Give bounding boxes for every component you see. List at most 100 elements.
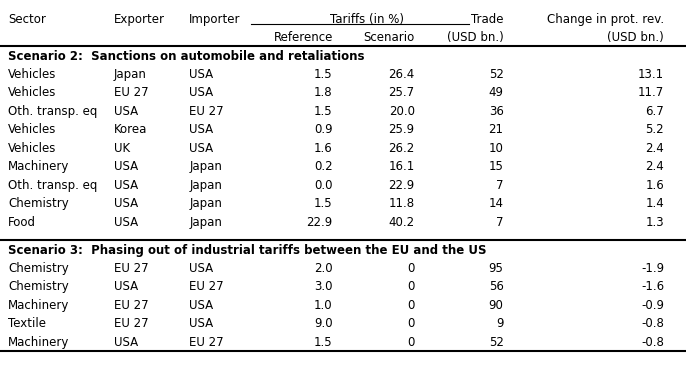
Text: USA: USA	[189, 317, 213, 330]
Text: Vehicles: Vehicles	[8, 86, 57, 99]
Text: EU 27: EU 27	[114, 299, 149, 312]
Text: 14: 14	[488, 197, 504, 210]
Text: 0: 0	[407, 299, 415, 312]
Text: 1.6: 1.6	[646, 179, 664, 192]
Text: 1.5: 1.5	[314, 336, 333, 349]
Text: 9: 9	[496, 317, 504, 330]
Text: 3.0: 3.0	[314, 281, 333, 293]
Text: Change in prot. rev.: Change in prot. rev.	[547, 13, 664, 26]
Text: -1.9: -1.9	[641, 262, 664, 275]
Text: USA: USA	[114, 160, 139, 173]
Text: USA: USA	[189, 86, 213, 99]
Text: 22.9: 22.9	[307, 216, 333, 229]
Text: 6.7: 6.7	[646, 105, 664, 118]
Text: Trade: Trade	[471, 13, 504, 26]
Text: 49: 49	[488, 86, 504, 99]
Text: 1.4: 1.4	[646, 197, 664, 210]
Text: EU 27: EU 27	[189, 336, 224, 349]
Text: USA: USA	[114, 105, 139, 118]
Text: (USD bn.): (USD bn.)	[607, 31, 664, 45]
Text: Chemistry: Chemistry	[8, 197, 69, 210]
Text: Scenario 2:  Sanctions on automobile and retaliations: Scenario 2: Sanctions on automobile and …	[8, 50, 365, 63]
Text: 7: 7	[496, 216, 504, 229]
Text: USA: USA	[114, 197, 139, 210]
Text: 0: 0	[407, 317, 415, 330]
Text: Importer: Importer	[189, 13, 241, 26]
Text: 1.5: 1.5	[314, 105, 333, 118]
Text: Reference: Reference	[274, 31, 333, 45]
Text: 36: 36	[488, 105, 504, 118]
Text: USA: USA	[189, 299, 213, 312]
Text: 0.2: 0.2	[314, 160, 333, 173]
Text: 21: 21	[488, 123, 504, 136]
Text: USA: USA	[189, 123, 213, 136]
Text: 1.5: 1.5	[314, 197, 333, 210]
Text: Japan: Japan	[189, 216, 222, 229]
Text: 2.4: 2.4	[646, 160, 664, 173]
Text: 1.3: 1.3	[646, 216, 664, 229]
Text: Vehicles: Vehicles	[8, 68, 57, 81]
Text: Chemistry: Chemistry	[8, 281, 69, 293]
Text: Scenario: Scenario	[364, 31, 415, 45]
Text: 0: 0	[407, 336, 415, 349]
Text: Machinery: Machinery	[8, 299, 69, 312]
Text: 1.6: 1.6	[314, 142, 333, 155]
Text: 2.4: 2.4	[646, 142, 664, 155]
Text: 26.4: 26.4	[388, 68, 415, 81]
Text: USA: USA	[114, 336, 139, 349]
Text: EU 27: EU 27	[189, 105, 224, 118]
Text: 1.8: 1.8	[314, 86, 333, 99]
Text: USA: USA	[189, 142, 213, 155]
Text: 0: 0	[407, 262, 415, 275]
Text: 25.9: 25.9	[388, 123, 415, 136]
Text: EU 27: EU 27	[114, 86, 149, 99]
Text: Sector: Sector	[8, 13, 46, 26]
Text: -0.8: -0.8	[641, 336, 664, 349]
Text: 56: 56	[488, 281, 504, 293]
Text: 0: 0	[407, 281, 415, 293]
Text: Chemistry: Chemistry	[8, 262, 69, 275]
Text: 13.1: 13.1	[638, 68, 664, 81]
Text: Oth. transp. eq: Oth. transp. eq	[8, 105, 97, 118]
Text: 11.8: 11.8	[388, 197, 415, 210]
Text: USA: USA	[189, 262, 213, 275]
Text: Korea: Korea	[114, 123, 147, 136]
Text: 52: 52	[488, 336, 504, 349]
Text: Exporter: Exporter	[114, 13, 165, 26]
Text: USA: USA	[114, 179, 139, 192]
Text: 1.0: 1.0	[314, 299, 333, 312]
Text: Japan: Japan	[189, 197, 222, 210]
Text: 1.5: 1.5	[314, 68, 333, 81]
Text: Scenario 3:  Phasing out of industrial tariffs between the EU and the US: Scenario 3: Phasing out of industrial ta…	[8, 243, 487, 257]
Text: Food: Food	[8, 216, 36, 229]
Text: Machinery: Machinery	[8, 160, 69, 173]
Text: UK: UK	[114, 142, 130, 155]
Text: 25.7: 25.7	[388, 86, 415, 99]
Text: 95: 95	[488, 262, 504, 275]
Text: 15: 15	[488, 160, 504, 173]
Text: 11.7: 11.7	[638, 86, 664, 99]
Text: 90: 90	[488, 299, 504, 312]
Text: 40.2: 40.2	[388, 216, 415, 229]
Text: Japan: Japan	[189, 160, 222, 173]
Text: 52: 52	[488, 68, 504, 81]
Text: USA: USA	[189, 68, 213, 81]
Text: 0.9: 0.9	[314, 123, 333, 136]
Text: 22.9: 22.9	[388, 179, 415, 192]
Text: Tariffs (in %): Tariffs (in %)	[330, 13, 404, 26]
Text: 7: 7	[496, 179, 504, 192]
Text: -1.6: -1.6	[641, 281, 664, 293]
Text: Machinery: Machinery	[8, 336, 69, 349]
Text: Japan: Japan	[189, 179, 222, 192]
Text: EU 27: EU 27	[114, 262, 149, 275]
Text: EU 27: EU 27	[114, 317, 149, 330]
Text: -0.9: -0.9	[641, 299, 664, 312]
Text: 20.0: 20.0	[389, 105, 415, 118]
Text: 0.0: 0.0	[314, 179, 333, 192]
Text: Vehicles: Vehicles	[8, 123, 57, 136]
Text: USA: USA	[114, 216, 139, 229]
Text: 26.2: 26.2	[388, 142, 415, 155]
Text: -0.8: -0.8	[641, 317, 664, 330]
Text: 9.0: 9.0	[314, 317, 333, 330]
Text: Japan: Japan	[114, 68, 147, 81]
